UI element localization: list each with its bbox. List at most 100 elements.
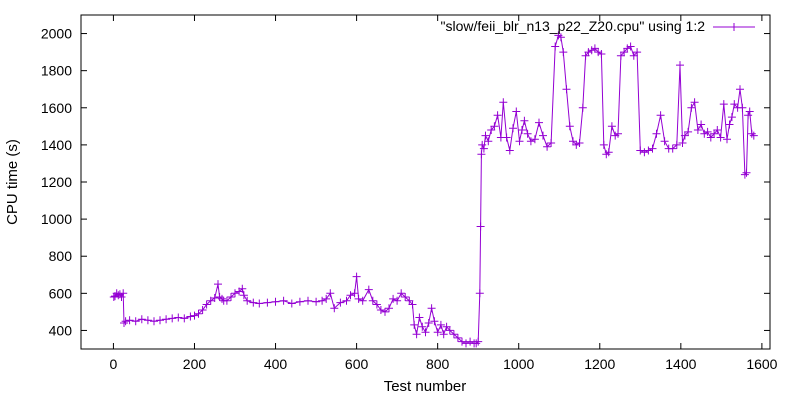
y-tick-label: 2000 [41, 26, 72, 42]
data-point-marker [633, 48, 642, 57]
data-point-marker [421, 328, 430, 337]
data-point-marker [174, 313, 183, 322]
data-point-marker [476, 222, 485, 231]
data-point-marker [518, 126, 526, 134]
data-point-marker [535, 118, 543, 127]
data-point-marker [271, 297, 280, 306]
data-point-marker [723, 135, 731, 144]
data-point-marker [408, 300, 417, 309]
data-point-marker [336, 298, 345, 307]
data-point-marker [636, 146, 645, 155]
data-point-marker [530, 135, 539, 144]
data-point-marker [490, 122, 499, 131]
data-point-marker [736, 85, 744, 94]
x-tick-label: 1400 [665, 356, 696, 372]
data-point-marker [719, 100, 728, 109]
data-point-marker [487, 126, 496, 134]
data-point-marker [614, 129, 622, 138]
data-point-marker [372, 300, 381, 309]
data-point-marker [401, 293, 410, 301]
legend: "slow/feii_blr_n13_p22_Z20.cpu" using 1:… [441, 18, 755, 34]
data-point-marker [678, 139, 687, 147]
x-tick-label: 1600 [746, 356, 777, 372]
y-tick-label: 1400 [41, 137, 72, 153]
y-tick-label: 1800 [41, 63, 72, 79]
data-point-marker [424, 319, 433, 327]
data-point-marker [744, 111, 753, 120]
data-point-marker [629, 51, 638, 60]
data-point-marker [672, 140, 681, 149]
y-tick-label: 600 [49, 285, 73, 301]
data-point-marker [342, 296, 351, 305]
data-point-marker [648, 144, 657, 153]
legend-marker [730, 23, 738, 31]
x-tick-label: 600 [345, 356, 369, 372]
data-point-marker [433, 328, 442, 337]
y-tick-label: 1000 [41, 211, 72, 227]
data-point-marker [725, 120, 734, 129]
data-point-marker [150, 317, 158, 326]
x-axis-title: Test number [384, 378, 467, 395]
data-point-marker [466, 337, 475, 346]
data-point-marker [505, 146, 514, 155]
data-series [109, 31, 758, 348]
data-point-marker [499, 98, 508, 107]
data-point-marker [249, 298, 258, 307]
data-point-marker [238, 284, 247, 293]
data-point-marker [381, 307, 389, 316]
x-tick-label: 1200 [584, 356, 615, 372]
data-point-marker [644, 146, 653, 155]
data-point-marker [415, 313, 424, 322]
x-tick-label: 400 [264, 356, 288, 372]
data-point-marker [668, 144, 677, 153]
data-point-marker [119, 289, 128, 298]
x-tick-label: 200 [183, 356, 207, 372]
data-point-marker [551, 42, 560, 51]
data-point-marker [397, 289, 406, 298]
data-point-marker [218, 294, 226, 303]
data-point-marker [445, 326, 454, 335]
data-point-marker [481, 131, 490, 140]
data-point-marker [680, 131, 689, 140]
data-point-marker [652, 129, 661, 138]
data-point-marker [442, 322, 451, 331]
data-point-marker [190, 311, 199, 320]
data-point-marker [556, 33, 565, 42]
data-point-marker [475, 289, 484, 298]
data-point-marker [318, 296, 327, 305]
data-point-marker [120, 319, 128, 327]
data-point-marker [594, 48, 603, 57]
data-point-marker [453, 333, 462, 342]
data-point-marker [168, 314, 177, 323]
data-point-marker [706, 133, 715, 142]
data-point-marker [640, 148, 649, 157]
y-tick-label: 400 [49, 322, 73, 338]
data-point-marker [565, 122, 574, 131]
data-point-marker [114, 291, 123, 300]
data-point-marker [607, 122, 616, 131]
data-point-marker [547, 139, 556, 147]
data-point-marker [156, 316, 164, 325]
data-point-marker [684, 127, 693, 136]
x-tick-label: 800 [426, 356, 450, 372]
data-point-marker [198, 306, 207, 314]
data-point-marker [137, 315, 146, 324]
data-point-marker [194, 309, 203, 318]
x-axis: 0 200 400 600 800 1000 1200 1400 1600 [110, 15, 778, 372]
data-point-marker [623, 44, 632, 53]
data-point-marker [477, 150, 486, 159]
data-point-marker [255, 299, 264, 308]
data-point-marker [368, 296, 377, 305]
data-point-marker [747, 129, 756, 138]
data-point-marker [474, 337, 483, 346]
data-point-marker [512, 107, 521, 116]
y-tick-label: 1200 [41, 174, 72, 190]
data-point-marker [616, 51, 625, 60]
data-point-marker [584, 48, 593, 57]
data-point-marker [462, 339, 470, 348]
data-point-marker [676, 61, 684, 70]
data-point-marker [539, 131, 547, 140]
data-point-marker [295, 297, 304, 306]
data-point-marker [117, 293, 126, 301]
